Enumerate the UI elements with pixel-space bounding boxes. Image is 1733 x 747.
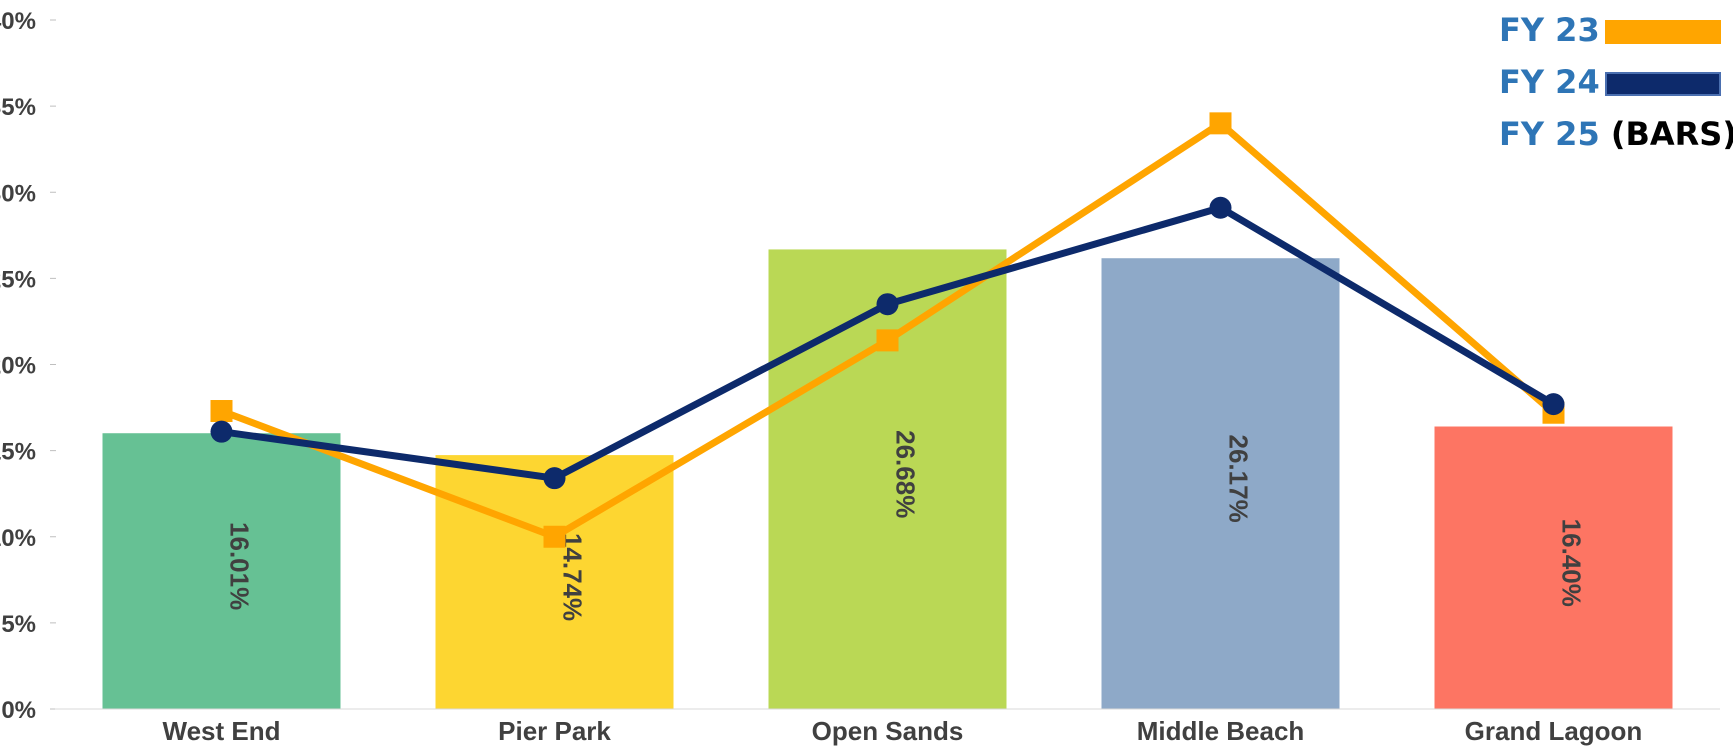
bar	[435, 455, 674, 709]
data-point	[210, 400, 233, 423]
data-point	[876, 329, 899, 352]
legend-item-fy24: FY 24	[1495, 56, 1731, 108]
x-tick-label: Open Sands	[812, 716, 964, 746]
legend-swatch-fy23	[1605, 20, 1721, 44]
y-tick-label: 30%	[0, 180, 36, 207]
bar	[1434, 426, 1673, 709]
legend: FY 23 FY 24 FY 25 (BARS)	[1495, 4, 1733, 160]
data-point	[1209, 196, 1232, 219]
legend-text-fy25: FY 25 (BARS)	[1499, 108, 1733, 160]
x-tick-label: Middle Beach	[1137, 716, 1305, 746]
x-axis: West End Pier Park Open Sands Middle Beach G…	[55, 708, 1720, 746]
bar-value-labels: 16.01% 14.74%26.68% 26.17%16.40%	[225, 430, 1587, 621]
line-series	[210, 112, 1565, 548]
data-point	[1209, 112, 1232, 135]
legend-label-fy23: FY 23	[1499, 11, 1600, 49]
y-tick-label: 5%	[1, 611, 36, 638]
y-tick-label: 20%	[0, 353, 36, 380]
legend-label-fy25: FY 25	[1499, 115, 1600, 153]
y-tick-label: 25%	[0, 266, 36, 293]
bar-value-label: 26.17%	[1224, 435, 1254, 523]
data-point	[210, 420, 233, 443]
y-tick-label: 0%	[1, 697, 36, 724]
legend-item-fy25: FY 25 (BARS)	[1495, 108, 1733, 160]
y-tick-label: 10%	[0, 525, 36, 552]
x-tick-label: West End	[163, 716, 281, 746]
y-tick-label: 15%	[0, 439, 36, 466]
bar-value-label: 16.01%	[225, 522, 255, 610]
legend-label-fy24: FY 24	[1499, 63, 1600, 101]
data-point	[876, 293, 899, 316]
y-axis: 0% 5% 10% 15% 20% 25% 30% 35% 40%	[0, 8, 56, 724]
legend-item-fy23: FY 23	[1495, 4, 1731, 56]
y-tick-label: 35%	[0, 94, 36, 121]
bar	[102, 433, 341, 709]
x-tick-label: Pier Park	[498, 716, 611, 746]
legend-swatch-fy24	[1605, 72, 1721, 96]
y-tick-label: 40%	[0, 8, 36, 35]
x-tick-label: Grand Lagoon	[1465, 716, 1643, 746]
data-point	[543, 467, 566, 490]
bar	[1101, 258, 1340, 709]
bar	[768, 249, 1007, 709]
bar-value-label: 16.40%	[1557, 519, 1587, 607]
data-point	[543, 525, 566, 548]
line-series-fy24	[210, 196, 1565, 490]
data-point	[1542, 393, 1565, 416]
bar-value-label: 26.68%	[891, 430, 921, 518]
legend-suffix-bars: (BARS)	[1610, 115, 1733, 153]
bar-series	[102, 249, 1673, 709]
